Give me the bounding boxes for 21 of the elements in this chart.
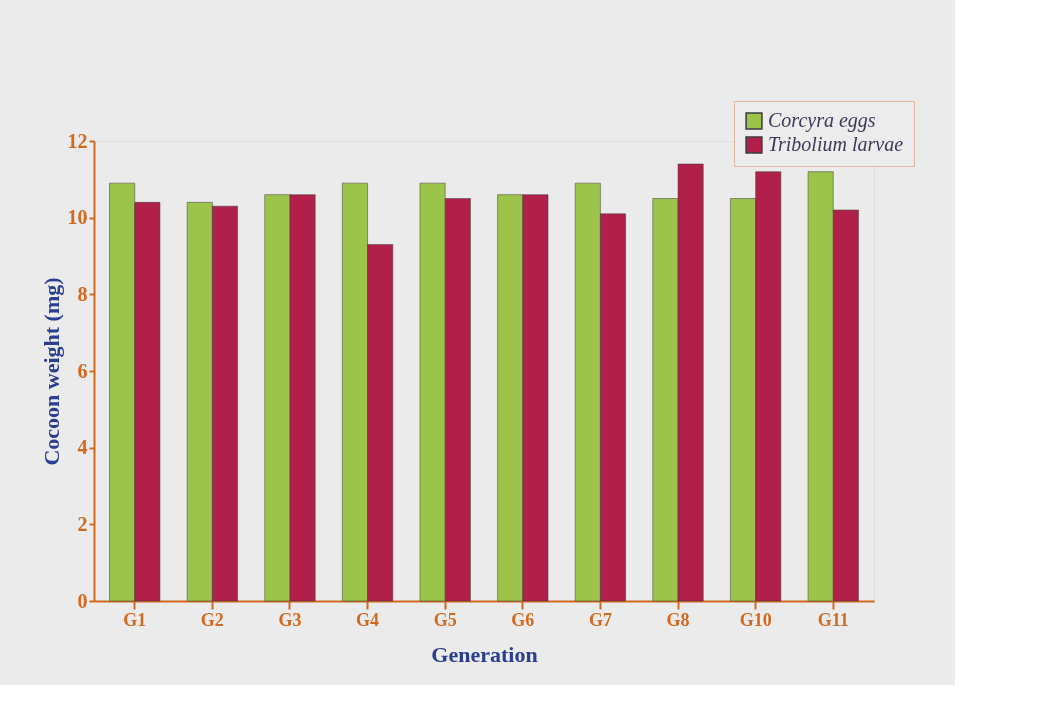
legend-label: Tribolium larvae [768, 133, 904, 155]
x-tick-label: G4 [356, 609, 380, 630]
y-tick-label: 6 [77, 359, 88, 382]
x-tick-label: G10 [739, 609, 772, 630]
y-tick-label: 12 [67, 129, 88, 152]
x-tick-label: G8 [666, 609, 690, 630]
x-tick-label: G1 [123, 609, 147, 630]
x-tick-label: G5 [433, 609, 457, 630]
x-tick-label: G3 [278, 609, 302, 630]
y-axis-title: Cocoon weight (mg) [38, 277, 64, 466]
legend-label: Corcyra eggs [768, 109, 876, 132]
y-tick-label: 4 [77, 436, 88, 459]
x-axis-title: Generation [431, 641, 538, 667]
y-tick-label: 10 [67, 206, 88, 229]
x-tick-label: G6 [511, 609, 535, 630]
y-tick-label: 8 [77, 282, 88, 305]
y-tick-label: 0 [77, 589, 88, 612]
x-tick-label: G11 [817, 609, 849, 630]
y-tick-label: 2 [77, 512, 88, 535]
x-tick-label: G2 [200, 609, 224, 630]
x-tick-label: G7 [588, 609, 612, 630]
